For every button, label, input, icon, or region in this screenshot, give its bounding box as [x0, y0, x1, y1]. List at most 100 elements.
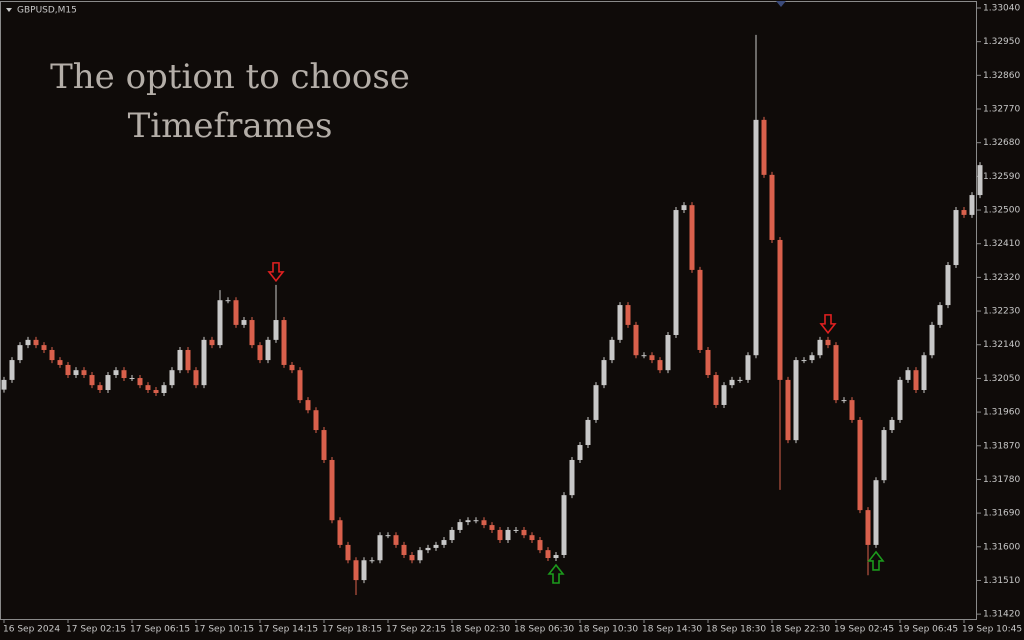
candle-body: [929, 324, 935, 356]
y-tick-label: 1.32140: [983, 340, 1020, 350]
candle-body: [217, 300, 223, 346]
candle-body: [945, 265, 951, 306]
candle-body: [673, 210, 679, 336]
candle-body: [801, 360, 807, 362]
candle-body: [505, 529, 511, 541]
candle-body: [889, 419, 895, 431]
candle-body: [225, 300, 231, 302]
candle-body: [609, 339, 615, 361]
x-tick-label: 17 Sep 14:15: [258, 625, 318, 635]
candle-body: [625, 305, 631, 325]
y-tick-label: 1.31690: [983, 509, 1020, 519]
candle-body: [377, 535, 383, 561]
candle-body: [353, 560, 359, 581]
y-tick-label: 1.31870: [983, 441, 1020, 451]
candle-body: [457, 522, 463, 530]
overlay-text: Timeframes: [128, 106, 333, 146]
y-tick-label: 1.32860: [983, 71, 1020, 81]
candle-body: [417, 550, 423, 561]
y-tick-label: 1.32500: [983, 206, 1020, 216]
candle-body: [641, 355, 647, 357]
candle-body: [425, 547, 431, 551]
candle-body: [89, 375, 95, 386]
candle-body: [633, 324, 639, 356]
candle-body: [289, 364, 295, 371]
y-tick-label: 1.32410: [983, 239, 1020, 249]
candle-body: [897, 379, 903, 420]
candle-body: [361, 560, 367, 581]
candle-body: [745, 355, 751, 380]
candle-body: [785, 379, 791, 441]
x-tick-label: 19 Sep 02:45: [834, 625, 894, 635]
candle-body: [313, 410, 319, 431]
candle-body: [881, 430, 887, 481]
candle-body: [369, 560, 375, 562]
y-tick-label: 1.33040: [983, 3, 1020, 13]
y-tick-label: 1.32770: [983, 105, 1020, 115]
y-tick-label: 1.32590: [983, 172, 1020, 182]
candle-body: [329, 459, 335, 521]
candle-body: [273, 320, 279, 340]
candle-body: [777, 239, 783, 380]
candle-body: [345, 544, 351, 561]
candle-body: [281, 320, 287, 365]
candle-body: [73, 370, 79, 376]
candle-body: [617, 305, 623, 340]
x-tick-label: 17 Sep 10:15: [194, 625, 254, 635]
y-tick-label: 1.31510: [983, 576, 1020, 586]
candle-body: [465, 520, 471, 523]
candle-body: [233, 300, 239, 325]
candle-body: [817, 339, 823, 356]
signal-arrow: [547, 563, 565, 584]
candle-body: [809, 355, 815, 361]
x-tick-label: 17 Sep 02:15: [66, 625, 126, 635]
candle-body: [33, 339, 39, 346]
candle-body: [601, 360, 607, 386]
x-tick-label: 18 Sep 02:30: [450, 625, 510, 635]
candle-body: [433, 544, 439, 548]
candle-body: [121, 370, 127, 379]
candle-body: [241, 320, 247, 325]
y-tick-label: 1.32230: [983, 307, 1020, 317]
candle-body: [825, 339, 831, 346]
plot-frame: [0, 1, 977, 620]
candle-body: [9, 360, 15, 380]
x-tick-label: 17 Sep 22:15: [386, 625, 446, 635]
candle-body: [761, 119, 767, 175]
x-tick-label: 18 Sep 14:30: [642, 625, 702, 635]
candle-body: [977, 165, 983, 196]
y-tick-label: 1.32680: [983, 138, 1020, 148]
candle-body: [649, 355, 655, 361]
x-tick-label: 18 Sep 22:30: [770, 625, 830, 635]
candle-body: [921, 355, 927, 391]
y-tick-label: 1.31780: [983, 475, 1020, 485]
candle-body: [153, 390, 159, 394]
candle-body: [337, 520, 343, 545]
candle-body: [937, 305, 943, 325]
candle-body: [49, 349, 55, 361]
candle-body: [401, 544, 407, 556]
x-tick-label: 16 Sep 2024: [3, 625, 60, 635]
candle-body: [657, 360, 663, 371]
menu-arrow[interactable]: [6, 8, 12, 12]
candle-body: [209, 339, 215, 346]
candle-body: [665, 335, 671, 371]
candle-body: [185, 349, 191, 371]
candle-body: [841, 400, 847, 402]
y-tick-label: 1.31960: [983, 408, 1020, 418]
candle-body: [145, 385, 151, 391]
candle-body: [393, 535, 399, 545]
candle-body: [753, 119, 759, 356]
candle-body: [161, 385, 167, 394]
candle-body: [17, 345, 23, 361]
candle-body: [489, 525, 495, 530]
candle-body: [305, 400, 311, 411]
y-tick-label: 1.31600: [983, 542, 1020, 552]
candle-body: [129, 378, 135, 380]
candle-body: [689, 205, 695, 270]
candle-body: [137, 378, 143, 386]
candle-body: [201, 339, 207, 386]
candle-body: [545, 550, 551, 559]
